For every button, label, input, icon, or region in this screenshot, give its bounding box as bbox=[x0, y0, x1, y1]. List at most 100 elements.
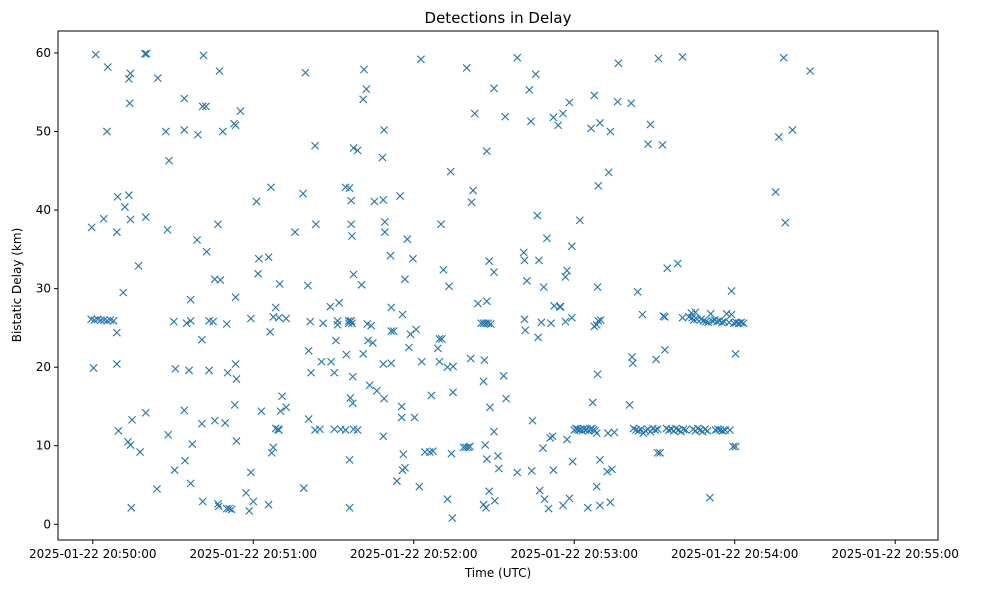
data-point bbox=[403, 235, 412, 244]
data-point bbox=[638, 310, 647, 319]
data-point bbox=[481, 503, 490, 512]
data-point bbox=[113, 192, 122, 201]
data-point bbox=[610, 428, 619, 437]
data-point bbox=[652, 355, 661, 364]
data-point bbox=[198, 497, 207, 506]
data-point bbox=[311, 220, 320, 229]
data-point bbox=[353, 146, 362, 155]
data-point bbox=[575, 426, 584, 435]
data-point bbox=[347, 232, 356, 241]
data-point bbox=[415, 482, 424, 491]
data-point bbox=[731, 349, 740, 358]
data-point bbox=[197, 335, 206, 344]
data-point bbox=[534, 256, 543, 265]
data-point bbox=[119, 288, 128, 297]
data-point bbox=[528, 416, 537, 425]
data-point bbox=[614, 59, 623, 68]
data-point bbox=[87, 223, 96, 232]
y-tick-label: 40 bbox=[36, 203, 51, 217]
data-point bbox=[607, 465, 616, 474]
data-point bbox=[386, 251, 395, 260]
data-point bbox=[216, 276, 225, 284]
data-point bbox=[586, 425, 595, 434]
data-point bbox=[678, 52, 687, 61]
data-point bbox=[142, 49, 151, 58]
data-point bbox=[331, 336, 340, 345]
data-point bbox=[348, 372, 357, 381]
data-point bbox=[406, 330, 415, 339]
data-point bbox=[588, 398, 597, 407]
data-point bbox=[353, 426, 362, 435]
data-point bbox=[502, 394, 511, 403]
data-point bbox=[333, 316, 342, 325]
data-point bbox=[595, 501, 604, 510]
data-point bbox=[729, 442, 738, 451]
data-point bbox=[362, 85, 371, 94]
data-point bbox=[246, 468, 255, 477]
data-point bbox=[603, 429, 612, 438]
data-point bbox=[439, 265, 448, 274]
data-point bbox=[153, 74, 162, 83]
data-point bbox=[282, 314, 291, 323]
data-point bbox=[646, 120, 655, 129]
data-point bbox=[134, 261, 143, 270]
data-point bbox=[389, 327, 398, 336]
data-point bbox=[347, 319, 356, 328]
data-point bbox=[370, 197, 379, 206]
data-point bbox=[412, 325, 421, 334]
data-point bbox=[535, 486, 544, 495]
data-point bbox=[152, 484, 161, 493]
x-tick-label: 2025-01-22 20:52:00 bbox=[350, 547, 477, 561]
y-tick-label: 60 bbox=[36, 46, 51, 60]
data-point bbox=[644, 140, 653, 149]
data-point bbox=[446, 167, 455, 176]
y-tick-label: 30 bbox=[36, 282, 51, 296]
data-point bbox=[499, 371, 508, 380]
data-point bbox=[304, 415, 313, 424]
data-point bbox=[127, 503, 136, 512]
data-point bbox=[266, 183, 275, 192]
data-point bbox=[606, 127, 615, 136]
data-point bbox=[103, 63, 112, 72]
data-point bbox=[397, 413, 406, 422]
data-point bbox=[380, 394, 389, 403]
data-point bbox=[214, 502, 223, 511]
data-point bbox=[242, 488, 251, 497]
data-point bbox=[693, 424, 702, 433]
y-axis-label: Bistatic Delay (km) bbox=[10, 228, 24, 343]
data-point bbox=[546, 319, 555, 328]
axes-frame bbox=[57, 30, 939, 541]
data-point bbox=[481, 440, 490, 449]
data-point bbox=[660, 312, 669, 321]
data-point bbox=[307, 368, 316, 377]
data-point bbox=[573, 425, 582, 434]
data-point bbox=[400, 463, 409, 472]
data-point bbox=[531, 70, 540, 79]
data-point bbox=[681, 426, 690, 435]
data-point bbox=[561, 272, 570, 281]
data-point bbox=[335, 298, 344, 307]
data-point bbox=[124, 74, 133, 83]
data-point bbox=[559, 109, 567, 118]
data-point bbox=[771, 188, 780, 197]
data-point bbox=[522, 276, 531, 285]
data-point bbox=[672, 424, 681, 433]
data-point bbox=[489, 268, 498, 277]
data-point bbox=[533, 211, 542, 220]
data-point bbox=[575, 216, 584, 225]
data-point bbox=[254, 254, 263, 263]
data-point bbox=[470, 109, 479, 118]
data-point bbox=[380, 228, 389, 237]
data-point bbox=[592, 429, 601, 438]
data-point bbox=[465, 442, 474, 451]
data-point bbox=[299, 484, 308, 493]
plot-area bbox=[58, 31, 938, 540]
data-point bbox=[494, 464, 503, 473]
data-point bbox=[429, 447, 437, 456]
data-point bbox=[180, 406, 189, 415]
data-point bbox=[408, 254, 417, 263]
data-point bbox=[380, 217, 389, 226]
data-point bbox=[628, 359, 637, 368]
data-point bbox=[693, 315, 701, 324]
data-point bbox=[629, 424, 638, 433]
